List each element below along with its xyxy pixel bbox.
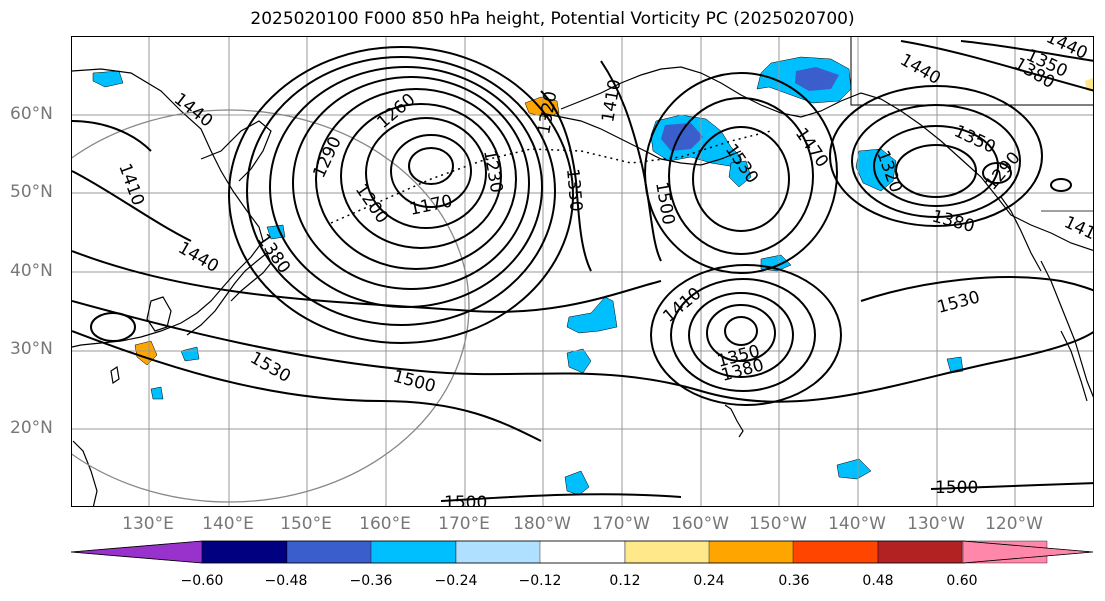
- map-panel: 1440 1410 1290 1260 1200 1170 1230 1320 …: [71, 36, 1094, 507]
- colorbar-tick-5: −0.12: [518, 573, 562, 589]
- contour-label-1470: 1470: [791, 124, 832, 171]
- coast-kamchatka: [200, 120, 272, 182]
- pv-patch-japan-2: [150, 386, 164, 400]
- colorbar-tick-6: 0.12: [609, 573, 641, 589]
- pv-patch-gulf-alaska-core: [795, 67, 839, 91]
- coast-north-america: [1040, 260, 1093, 398]
- colorbar-tick-10: 0.60: [946, 573, 978, 589]
- lon-label-130e: 130°E: [122, 514, 174, 534]
- lon-label-160w: 160°W: [671, 514, 729, 534]
- lon-label-130w: 130°W: [907, 514, 965, 534]
- lat-label-50n: 50°N: [10, 182, 53, 202]
- coast-alaska: [560, 66, 1093, 251]
- pv-patch-sw: [946, 356, 964, 374]
- coast-canada-box: [850, 37, 1093, 106]
- coast-pnw: [1000, 196, 1042, 272]
- pv-patch-gold: [1085, 77, 1093, 91]
- coast-aleutians: [540, 112, 742, 166]
- map-canvas: 1440 1410 1290 1260 1200 1170 1230 1320 …: [72, 37, 1094, 507]
- contour-label-1410-n: 1410: [598, 78, 625, 124]
- pv-patch-midpac-1: [566, 296, 618, 334]
- colorbar-tick-9: 0.48: [862, 573, 894, 589]
- lat-label-30n: 30°N: [10, 339, 53, 359]
- lon-label-170e: 170°E: [438, 514, 490, 534]
- contour-label-1380-kuril: 1380: [253, 230, 294, 277]
- colorbar-tick-8: 0.36: [778, 573, 810, 589]
- contour-label-1410-w: 1410: [114, 161, 148, 208]
- colorbar-bin-2: [286, 540, 373, 564]
- pv-patch-orange-2: [134, 340, 158, 366]
- coast-japan: [186, 252, 272, 336]
- pv-shading: [92, 56, 1093, 496]
- coast-baja: [1060, 330, 1088, 402]
- pv-patch-tropics-2: [564, 470, 590, 496]
- coast-hawaii: [724, 404, 744, 438]
- lat-label-20n: 20°N: [10, 418, 53, 438]
- colorbar-tick-3: −0.36: [349, 573, 393, 589]
- colorbar-bin-4: [455, 540, 542, 564]
- height-contours: [72, 40, 1093, 502]
- lon-label-170w: 170°W: [592, 514, 650, 534]
- coast-asia: [72, 68, 264, 348]
- contour-label-1500-se: 1500: [935, 478, 978, 498]
- pv-patch-okhotsk: [92, 70, 124, 88]
- coastlines: [72, 37, 1093, 506]
- pv-patch-bering-small: [728, 160, 752, 188]
- lon-label-140w: 140°W: [828, 514, 886, 534]
- pv-patch-japan-1: [180, 346, 200, 362]
- lat-label-60n: 60°N: [10, 104, 53, 124]
- coast-taiwan: [110, 365, 120, 385]
- colorbar-svg: [70, 540, 1094, 564]
- colorbar: [70, 540, 1094, 568]
- lon-label-150w: 150°W: [749, 514, 807, 534]
- contour-label-1350-ne: 1350: [951, 121, 999, 157]
- colorbar-bin-9: [877, 540, 964, 564]
- lon-label-150e: 150°E: [280, 514, 332, 534]
- colorbar-tick-4: −0.24: [434, 573, 478, 589]
- colorbar-tick-1: −0.60: [180, 573, 224, 589]
- colorbar-bin-3: [370, 540, 457, 564]
- colorbar-bin-1: [201, 540, 288, 564]
- contour-label-1260: 1260: [373, 90, 419, 133]
- contour-label-1530-w: 1530: [247, 348, 294, 387]
- dotted-track: [330, 130, 772, 224]
- colorbar-bin-7: [708, 540, 795, 564]
- colorbar-tick-7: 0.24: [693, 573, 725, 589]
- lon-label-160e: 160°E: [359, 514, 411, 534]
- contour-label-1440-japan: 1440: [175, 238, 222, 277]
- contour-label-1410-e: 1410: [1061, 212, 1094, 248]
- pv-patch-bering-core: [661, 123, 703, 151]
- pv-patch-midpac-2: [566, 348, 592, 374]
- colorbar-bin-5: [539, 540, 626, 564]
- colorbar-extend-low: [70, 540, 203, 564]
- colorbar-bin-8: [792, 540, 879, 564]
- coast-philippines: [72, 440, 98, 506]
- contour-label-1530-e: 1530: [935, 287, 982, 318]
- contour-label-1440-nw: 1440: [170, 89, 216, 131]
- contour-label-1350-c: 1350: [562, 168, 586, 213]
- pv-patch-bc: [855, 148, 897, 192]
- contour-label-1320: 1320: [534, 90, 561, 136]
- colorbar-tick-2: −0.48: [264, 573, 308, 589]
- lon-label-140e: 140°E: [202, 514, 254, 534]
- contour-label-1170: 1170: [408, 191, 454, 220]
- lat-label-40n: 40°N: [10, 261, 53, 281]
- chart-title: 2025020100 F000 850 hPa height, Potentia…: [250, 9, 855, 29]
- pv-patch-tropics-1: [836, 458, 872, 480]
- lon-label-180w: 180°W: [513, 514, 571, 534]
- lon-label-120w: 120°W: [985, 514, 1043, 534]
- range-circle: [72, 109, 470, 503]
- graticule: [72, 37, 1093, 506]
- contour-label-1500-s: 1500: [444, 493, 487, 507]
- colorbar-bin-6: [624, 540, 711, 564]
